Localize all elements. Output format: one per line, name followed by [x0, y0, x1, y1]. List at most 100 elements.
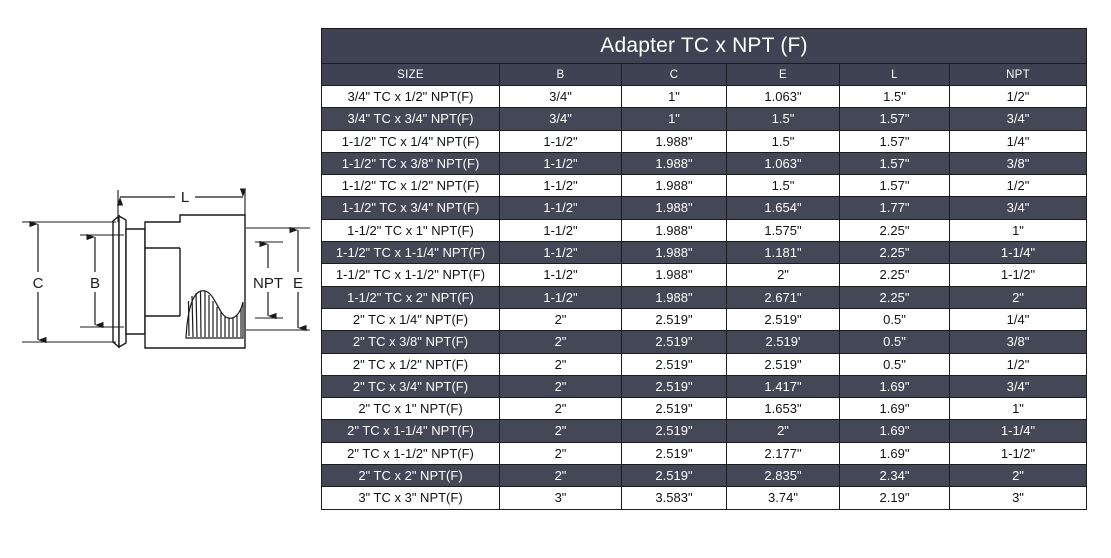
cell-b: 1-1/2" [499, 174, 622, 198]
cell-c: 1.988" [621, 241, 727, 265]
cell-e: 2.671" [726, 285, 840, 309]
cell-npt: 1/2" [948, 84, 1088, 109]
dimension-label-B: B [90, 275, 100, 292]
cell-size: 1-1/2" TC x 2" NPT(F) [321, 285, 500, 309]
table-row: 2" TC x 3/8" NPT(F) 2" 2.519" 2.519' 0.5" 3/8… [321, 330, 1088, 354]
cell-b: 1-1/2" [499, 151, 622, 176]
cell-npt: 1-1/4" [948, 419, 1088, 443]
technical-drawing-panel: L C B NPT E [0, 0, 320, 558]
cell-c: 2.519" [621, 352, 727, 376]
cell-size: 1-1/2" TC x 1-1/4" NPT(F) [321, 241, 500, 265]
table-row: 1-1/2" TC x 3/4" NPT(F) 1-1/2" 1.988" 1.654… [321, 196, 1088, 220]
cell-npt: 1-1/2" [948, 441, 1088, 466]
dimension-label-E: E [293, 275, 303, 292]
cell-npt: 1-1/4" [948, 241, 1088, 265]
column-header-npt: NPT [948, 63, 1088, 86]
cell-c: 2.519" [621, 441, 727, 466]
cell-c: 1.988" [621, 263, 727, 287]
table-row: 2" TC x 1/2" NPT(F) 2" 2.519" 2.519" 0.5" 1/2… [321, 352, 1088, 376]
cell-b: 2" [499, 307, 622, 332]
cell-l: 2.25" [839, 263, 950, 287]
cell-l: 1.57" [839, 151, 950, 176]
cell-npt: 3/4" [948, 196, 1088, 220]
cell-npt: 2" [948, 285, 1088, 309]
cell-npt: 1/4" [948, 129, 1088, 153]
cell-size: 3/4" TC x 1/2" NPT(F) [321, 84, 500, 109]
column-header-c: C [621, 63, 727, 86]
table-row: 1-1/2" TC x 1-1/4" NPT(F) 1-1/2" 1.988" 1.1… [321, 241, 1088, 265]
cell-b: 2" [499, 330, 622, 354]
cell-b: 1-1/2" [499, 241, 622, 265]
column-header-size: SIZE [321, 63, 500, 86]
cell-size: 1-1/2" TC x 1/4" NPT(F) [321, 129, 500, 153]
cell-npt: 1/2" [948, 352, 1088, 376]
table-row: 2" TC x 1/4" NPT(F) 2" 2.519" 2.519" 0.5" 1/4… [321, 307, 1088, 332]
table-row: 1-1/2" TC x 1/2" NPT(F) 1-1/2" 1.988" 1.5" 1… [321, 174, 1088, 198]
cell-l: 1.69" [839, 397, 950, 421]
column-header-e: E [726, 63, 840, 86]
cell-e: 3.74" [726, 486, 840, 510]
cell-e: 1.5" [726, 129, 840, 153]
cell-b: 3/4" [499, 107, 622, 131]
table-row: 2" TC x 3/4" NPT(F) 2" 2.519" 1.417" 1.69" 3/… [321, 374, 1088, 399]
cell-l: 1.69" [839, 419, 950, 443]
spec-table-container: Adapter TC x NPT (F) SIZE B C E L NPT 3/… [320, 28, 1088, 510]
table-header-row: SIZE B C E L NPT [321, 63, 1088, 86]
dimension-label-L: L [181, 189, 189, 206]
cell-l: 2.25" [839, 285, 950, 309]
cell-c: 2.519" [621, 374, 727, 399]
cell-e: 2.177" [726, 441, 840, 466]
cell-l: 2.25" [839, 241, 950, 265]
cell-e: 2.519' [726, 330, 840, 354]
cell-e: 1.181" [726, 241, 840, 265]
table-title-row: Adapter TC x NPT (F) [320, 28, 1088, 64]
cell-size: 2" TC x 3/8" NPT(F) [321, 330, 500, 354]
cell-c: 1.988" [621, 151, 727, 176]
cell-size: 2" TC x 3/4" NPT(F) [321, 374, 500, 399]
cell-b: 2" [499, 352, 622, 376]
adapter-cross-section-drawing: L C B NPT E [22, 188, 310, 349]
cell-npt: 1/2" [948, 174, 1088, 198]
adapter-neck [125, 228, 146, 335]
cell-b: 1-1/2" [499, 218, 622, 243]
cell-c: 2.519" [621, 397, 727, 421]
cell-l: 0.5" [839, 330, 950, 354]
ferrule-flange [112, 214, 127, 349]
adapter-spec-table: Adapter TC x NPT (F) SIZE B C E L NPT 3/… [320, 28, 1088, 510]
cell-b: 1-1/2" [499, 196, 622, 220]
cell-l: 2.25" [839, 218, 950, 243]
cell-size: 1-1/2" TC x 3/4" NPT(F) [321, 196, 500, 220]
table-row: 1-1/2" TC x 1/4" NPT(F) 1-1/2" 1.988" 1.5" 1… [321, 129, 1088, 153]
cell-npt: 2" [948, 464, 1088, 488]
cell-b: 2" [499, 419, 622, 443]
cell-e: 2" [726, 263, 840, 287]
table-row: 2" TC x 1-1/2" NPT(F) 2" 2.519" 2.177" 1.69"… [321, 441, 1088, 466]
table-row: 1-1/2" TC x 1" NPT(F) 1-1/2" 1.988" 1.575" 2… [321, 218, 1088, 243]
column-header-b: B [499, 63, 622, 86]
cell-npt: 1/4" [948, 307, 1088, 332]
cell-size: 2" TC x 2" NPT(F) [321, 464, 500, 488]
cell-l: 1.69" [839, 441, 950, 466]
cell-l: 2.19" [839, 486, 950, 510]
cell-l: 0.5" [839, 352, 950, 376]
table-row: 3/4" TC x 1/2" NPT(F) 3/4" 1" 1.063" 1.5" 1/2… [321, 84, 1088, 109]
cell-npt: 3/4" [948, 374, 1088, 399]
dimension-label-C: C [33, 275, 44, 292]
cell-size: 2" TC x 1-1/2" NPT(F) [321, 441, 500, 466]
cell-b: 1-1/2" [499, 285, 622, 309]
cell-e: 1.653" [726, 397, 840, 421]
cell-b: 2" [499, 441, 622, 466]
cell-npt: 3" [948, 486, 1088, 510]
cell-b: 3" [499, 486, 622, 510]
cell-c: 2.519" [621, 307, 727, 332]
cell-e: 1.063" [726, 151, 840, 176]
cell-size: 1-1/2" TC x 1/2" NPT(F) [321, 174, 500, 198]
cell-c: 1.988" [621, 129, 727, 153]
table-row: 1-1/2" TC x 3/8" NPT(F) 1-1/2" 1.988" 1.063… [321, 151, 1088, 176]
cell-c: 2.519" [621, 464, 727, 488]
cell-size: 1-1/2" TC x 1-1/2" NPT(F) [321, 263, 500, 287]
cell-npt: 3/8" [948, 151, 1088, 176]
cell-b: 1-1/2" [499, 263, 622, 287]
cell-b: 3/4" [499, 84, 622, 109]
cell-c: 2.519" [621, 419, 727, 443]
